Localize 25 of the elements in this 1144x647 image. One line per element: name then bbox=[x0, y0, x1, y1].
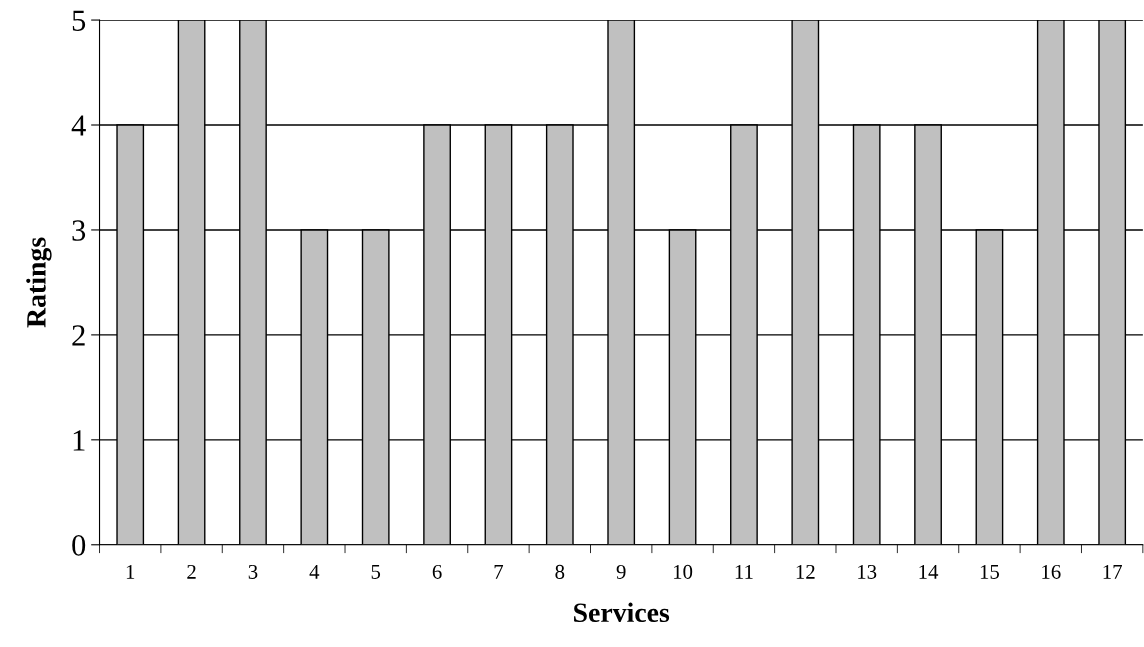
x-tick-label: 4 bbox=[309, 564, 320, 579]
x-tick-label: 5 bbox=[371, 565, 381, 579]
y-tick-label: 4 bbox=[71, 115, 86, 136]
x-tick-label: 11 bbox=[735, 564, 753, 579]
x-axis-title: Services bbox=[574, 602, 670, 623]
y-axis-title: Ratings bbox=[26, 237, 52, 328]
x-tick-label: 17 bbox=[1103, 564, 1122, 579]
x-tick-label: 6 bbox=[432, 564, 442, 579]
x-tick-label: 12 bbox=[796, 564, 815, 579]
x-tick-label: 3 bbox=[248, 564, 258, 579]
y-tick-label: 2 bbox=[72, 325, 85, 346]
x-tick-label: 14 bbox=[919, 564, 939, 579]
x-tick-label: 7 bbox=[494, 565, 504, 579]
x-tick-label: 13 bbox=[858, 564, 877, 579]
x-tick-label: 10 bbox=[673, 564, 693, 579]
x-tick-label: 15 bbox=[980, 564, 1000, 579]
y-tick-label: 0 bbox=[72, 535, 86, 556]
y-tick-label: 5 bbox=[72, 10, 86, 31]
x-tick-label: 1 bbox=[126, 564, 135, 579]
x-tick-label: 9 bbox=[616, 564, 626, 579]
y-tick-label: 3 bbox=[72, 220, 86, 241]
y-tick-label: 1 bbox=[73, 430, 85, 451]
x-tick-label: 8 bbox=[555, 564, 565, 579]
x-tick-label: 2 bbox=[187, 564, 196, 579]
x-tick-label: 16 bbox=[1042, 564, 1061, 579]
